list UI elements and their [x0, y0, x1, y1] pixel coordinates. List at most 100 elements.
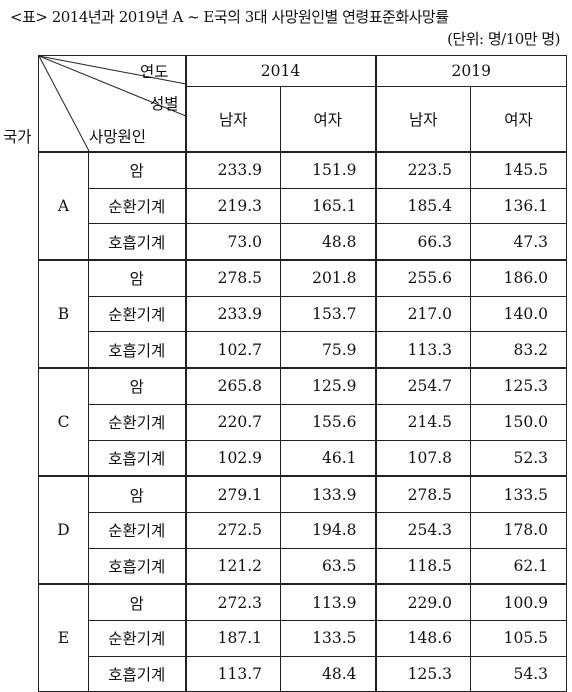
table-row: 순환기계 272.5 194.8 254.3 178.0	[39, 511, 568, 549]
cause-cell: 호흡기계	[88, 547, 186, 585]
country-cell: B	[38, 259, 89, 369]
cause-cell: 순환기계	[88, 295, 186, 333]
header-cause-label: 사망원인	[89, 128, 147, 146]
value-cell: 113.3	[374, 331, 472, 369]
value-cell: 194.8	[279, 511, 377, 549]
header-sex-male-2019: 남자	[374, 86, 472, 153]
value-cell: 62.1	[470, 547, 568, 585]
table-row: 순환기계 187.1 133.5 148.6 105.5	[39, 619, 568, 657]
cause-cell: 암	[88, 583, 186, 621]
table-row: 호흡기계 102.7 75.9 113.3 83.2	[39, 331, 568, 369]
value-cell: 278.5	[184, 259, 281, 297]
value-cell: 118.5	[374, 547, 472, 585]
value-cell: 133.9	[279, 475, 377, 513]
table-unit: (단위: 명/10만 명)	[447, 30, 560, 48]
header-year-label: 연도	[139, 63, 169, 81]
value-cell: 153.7	[279, 295, 377, 333]
header-year-2019: 2019	[374, 55, 568, 87]
country-cell: C	[38, 367, 89, 477]
country-cell: A	[38, 150, 89, 261]
cause-cell: 호흡기계	[88, 331, 186, 369]
value-cell: 229.0	[374, 583, 472, 621]
value-cell: 233.9	[184, 150, 281, 189]
value-cell: 219.3	[184, 187, 281, 225]
table-title: <표> 2014년과 2019년 A ~ E국의 3대 사망원인별 연령표준화사…	[10, 8, 449, 26]
value-cell: 151.9	[279, 150, 377, 189]
value-cell: 185.4	[374, 187, 472, 225]
corner-diagonal-lines	[39, 56, 186, 151]
value-cell: 83.2	[470, 331, 568, 369]
value-cell: 107.8	[374, 439, 472, 477]
value-cell: 54.3	[470, 655, 568, 692]
value-cell: 113.7	[184, 655, 281, 692]
value-cell: 48.4	[279, 655, 377, 692]
table-row: E 암 272.3 113.9 229.0 100.9	[38, 583, 568, 692]
value-cell: 150.0	[470, 403, 568, 441]
header-sex-female-2014: 여자	[279, 86, 377, 153]
value-cell: 105.5	[470, 619, 568, 657]
value-cell: 75.9	[279, 331, 377, 369]
value-cell: 186.0	[470, 259, 568, 297]
cause-cell: 순환기계	[88, 619, 186, 657]
value-cell: 100.9	[470, 583, 568, 621]
value-cell: 178.0	[470, 511, 568, 549]
value-cell: 254.3	[374, 511, 472, 549]
value-cell: 214.5	[374, 403, 472, 441]
value-cell: 102.9	[184, 439, 281, 477]
cause-cell: 순환기계	[88, 403, 186, 441]
value-cell: 278.5	[374, 475, 472, 513]
value-cell: 165.1	[279, 187, 377, 225]
table-row: D 암 279.1 133.9 278.5 133.5	[38, 475, 568, 585]
value-cell: 52.3	[470, 439, 568, 477]
header-corner-cell: 연도 성별 국가 사망원인	[3, 55, 186, 153]
value-cell: 136.1	[470, 187, 568, 225]
cause-cell: 암	[88, 367, 186, 405]
cause-cell: 암	[88, 475, 186, 513]
table-row: 호흡기계 73.0 48.8 66.3 47.3	[39, 223, 568, 261]
value-cell: 121.2	[184, 547, 281, 585]
value-cell: 233.9	[184, 295, 281, 333]
table-row: 호흡기계 113.7 48.4 125.3 54.3	[39, 655, 568, 692]
value-cell: 255.6	[374, 259, 472, 297]
table-row: C 암 265.8 125.9 254.7 125.3	[38, 367, 568, 477]
value-cell: 279.1	[184, 475, 281, 513]
value-cell: 125.9	[279, 367, 377, 405]
header-year-2014: 2014	[184, 55, 377, 87]
cause-cell: 호흡기계	[88, 223, 186, 261]
value-cell: 155.6	[279, 403, 377, 441]
value-cell: 133.5	[279, 619, 377, 657]
header-country-label: 국가	[3, 128, 32, 146]
table-row: 순환기계 233.9 153.7 217.0 140.0	[39, 295, 568, 333]
cause-cell: 순환기계	[88, 511, 186, 549]
cause-cell: 호흡기계	[88, 655, 186, 692]
value-cell: 48.8	[279, 223, 377, 261]
cause-cell: 호흡기계	[88, 439, 186, 477]
value-cell: 125.3	[470, 367, 568, 405]
value-cell: 46.1	[279, 439, 377, 477]
cause-cell: 암	[88, 259, 186, 297]
value-cell: 217.0	[374, 295, 472, 333]
cause-cell: 암	[88, 150, 186, 189]
header-sex-female-2019: 여자	[470, 86, 568, 153]
value-cell: 133.5	[470, 475, 568, 513]
table-row: 호흡기계 121.2 63.5 118.5 62.1	[39, 547, 568, 585]
value-cell: 265.8	[184, 367, 281, 405]
value-cell: 47.3	[470, 223, 568, 261]
value-cell: 102.7	[184, 331, 281, 369]
value-cell: 187.1	[184, 619, 281, 657]
table-row: B 암 278.5 201.8 255.6 186.0	[38, 259, 568, 369]
header-sex-label: 성별	[149, 95, 179, 113]
table-row: 순환기계 219.3 165.1 185.4 136.1	[39, 187, 568, 225]
value-cell: 223.5	[374, 150, 472, 189]
table-row: 순환기계 220.7 155.6 214.5 150.0	[39, 403, 568, 441]
table-row: 호흡기계 102.9 46.1 107.8 52.3	[39, 439, 568, 477]
value-cell: 113.9	[279, 583, 377, 621]
value-cell: 254.7	[374, 367, 472, 405]
value-cell: 140.0	[470, 295, 568, 333]
header-sex-male-2014: 남자	[184, 86, 281, 153]
mortality-table: 연도 성별 국가 사망원인 2014 2019 남자 여자 남자 여자 A 암 23…	[3, 55, 568, 692]
cause-cell: 순환기계	[88, 187, 186, 225]
value-cell: 220.7	[184, 403, 281, 441]
value-cell: 148.6	[374, 619, 472, 657]
value-cell: 201.8	[279, 259, 377, 297]
